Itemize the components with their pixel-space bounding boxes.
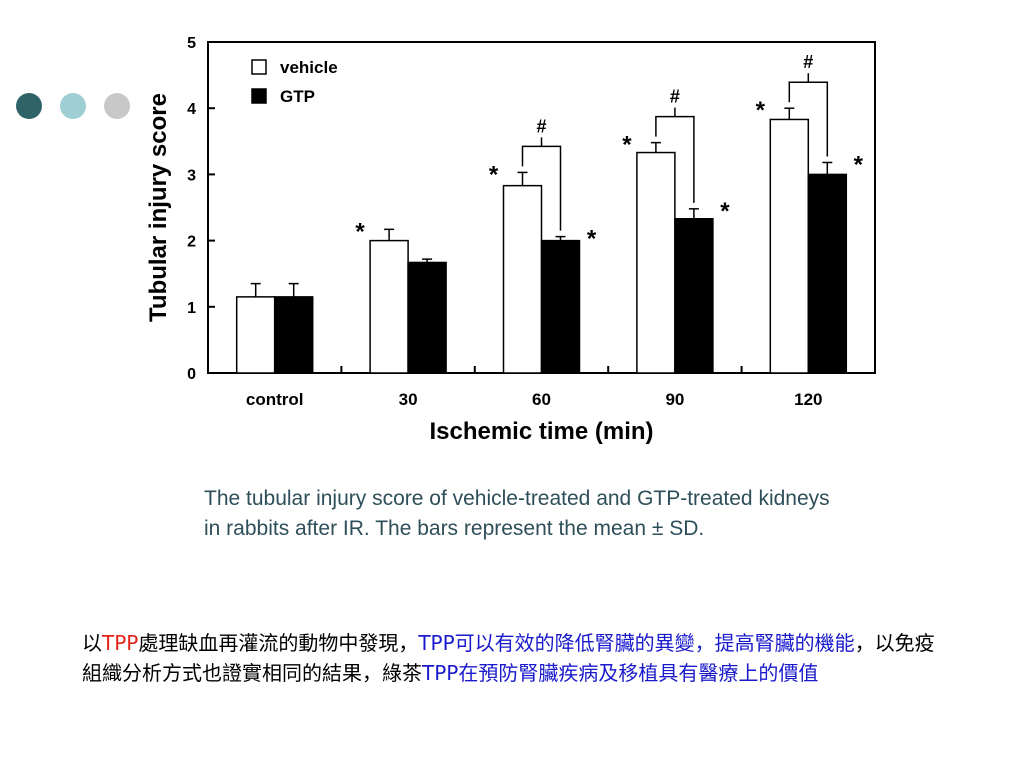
dark-teal-dot [16, 93, 42, 119]
note-part-5: ，以免疫組織分析方式也證實相同的結果，綠茶 [82, 631, 935, 685]
y-tick-label-4: 4 [187, 101, 196, 118]
bar-vehicle-90 [636, 151, 676, 374]
bar-GTP-90 [674, 218, 714, 374]
x-tick-label-30: 30 [399, 390, 418, 409]
legend-swatch-GTP [251, 88, 267, 104]
legend-label-vehicle: vehicle [280, 58, 338, 77]
decorative-dots [16, 93, 130, 119]
summary-note: 以TPP處理缺血再灌流的動物中發現，TPP可以有效的降低腎臟的異變，提高腎臟的機… [82, 628, 942, 688]
note-highlight-tpp: TPP [102, 631, 139, 655]
significance-GTP-90: * [720, 198, 730, 225]
bar-GTP-60 [540, 239, 581, 374]
significance-vehicle-60: * [489, 161, 499, 188]
bar-GTP-30 [407, 261, 447, 374]
significance-vehicle-30: * [355, 218, 365, 245]
comparison-mark-120: # [803, 52, 813, 72]
y-tick-label-2: 2 [187, 234, 196, 251]
significance-vehicle-120: * [756, 97, 766, 124]
comparison-mark-90: # [670, 87, 680, 107]
gray-dot [104, 93, 130, 119]
legend-label-GTP: GTP [280, 87, 315, 106]
x-tick-label-90: 90 [665, 390, 684, 409]
bar-chart: 0 1 2 3 4 5 * * * * * * * # # # control 30 60 90 120 Ischemic… [145, 35, 876, 445]
x-tick-label-control: control [246, 390, 304, 409]
bar-GTP-120 [807, 173, 848, 374]
note-blue-2: TPP在預防腎臟疾病及移植具有醫療上的價值 [422, 661, 819, 685]
y-tick-label-5: 5 [187, 35, 196, 52]
x-axis-title: Ischemic time (min) [429, 418, 653, 445]
bar-vehicle-control [235, 296, 276, 374]
x-tick-label-120: 120 [794, 390, 822, 409]
significance-GTP-120: * [854, 151, 864, 178]
y-tick-label-0: 0 [187, 366, 196, 383]
significance-GTP-60: * [587, 226, 597, 253]
light-teal-dot [60, 93, 86, 119]
significance-vehicle-90: * [622, 132, 632, 159]
note-part-3: 處理缺血再灌流的動物中發現， [138, 631, 419, 655]
note-blue-1: TPP可以有效的降低腎臟的異變，提高腎臟的機能 [418, 631, 855, 655]
bar-vehicle-120 [769, 118, 810, 374]
comparison-mark-60: # [536, 116, 546, 136]
figure-caption: The tubular injury score of vehicle-trea… [204, 487, 830, 540]
y-tick-label-1: 1 [187, 300, 196, 317]
note-part-1: 以 [82, 631, 102, 655]
y-tick-label-3: 3 [187, 167, 196, 184]
y-axis-title: Tubular injury score [145, 93, 172, 322]
x-tick-label-60: 60 [532, 390, 551, 409]
legend-swatch-vehicle [251, 59, 267, 75]
bar-vehicle-30 [369, 239, 409, 374]
bar-GTP-control [273, 296, 314, 374]
bar-vehicle-60 [502, 184, 543, 374]
